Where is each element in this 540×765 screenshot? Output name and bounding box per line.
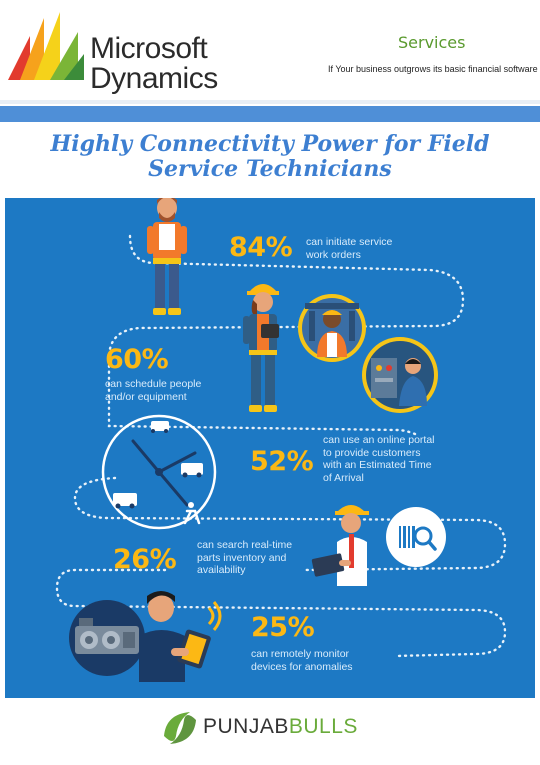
stat-84-line-2: work orders [306, 248, 361, 261]
stat-25-description: can remotely monitor devices for anomali… [251, 648, 353, 673]
tagline: If Your business outgrows its basic fina… [328, 64, 538, 74]
stat-26-description: can search real-time parts inventory and… [197, 539, 292, 577]
microsoft-dynamics-logo[interactable]: Microsoft Dynamics [6, 10, 236, 94]
header-divider [0, 100, 540, 104]
stat-84-line-1: can initiate service [306, 236, 393, 248]
page-title: Highly Connectivity Power for Field Serv… [0, 132, 540, 182]
worker-portrait-icon [298, 294, 366, 362]
stat-26-line-3: availability [197, 564, 246, 576]
brand-part-2: BULLS [288, 715, 358, 738]
dynamics-logo-icon [8, 12, 84, 84]
technician-hardhat-tablet-icon [243, 284, 279, 412]
services-link[interactable]: Services [398, 33, 466, 52]
stat-84-description: can initiate service work orders [306, 236, 392, 261]
stat-25-line-1: can remotely monitor [251, 648, 350, 660]
header: Microsoft Dynamics Services If Your busi… [0, 0, 540, 100]
stat-52-line-4: of Arrival [323, 471, 364, 484]
stat-26-line-1: can search real-time [197, 539, 293, 551]
blue-banner-strip [0, 106, 540, 122]
technician-clipboard-icon [147, 198, 187, 315]
brand-wordmark[interactable]: PUNJABBULLS [203, 715, 358, 739]
punjabbulls-logo-icon[interactable] [160, 706, 200, 750]
logo-wordmark: Microsoft Dynamics [90, 34, 218, 94]
barcode-search-icon [386, 507, 446, 567]
title-line-2: Service Technicians [148, 156, 392, 182]
clock-vehicles-icon [101, 414, 217, 530]
stat-60-line-1: can schedule people [105, 378, 202, 390]
stat-60-description: can schedule people and/or equipment [105, 378, 201, 403]
brand-part-1: PUNJAB [203, 715, 289, 738]
stat-25-line-2: devices for anomalies [251, 660, 353, 673]
stat-52-value: 52% [250, 446, 314, 477]
logo-line-1: Microsoft [90, 32, 208, 65]
logo-line-2: Dynamics [90, 62, 218, 95]
title-area: Highly Connectivity Power for Field Serv… [0, 124, 540, 198]
stat-60-value: 60% [105, 344, 169, 375]
stat-52-line-2: to provide customers [323, 446, 421, 459]
engineer-control-panel-icon [362, 337, 438, 413]
stat-84-value: 84% [229, 232, 293, 263]
infographic: 84% can initiate service work orders 60%… [5, 198, 535, 698]
stat-60-line-2: and/or equipment [105, 390, 187, 403]
stat-52-line-3: with an Estimated Time [323, 459, 432, 471]
footer: PUNJABBULLS [0, 698, 540, 765]
stat-25-value: 25% [251, 612, 315, 643]
stat-26-line-2: parts inventory and [197, 551, 287, 564]
stat-26-value: 26% [113, 544, 177, 575]
title-line-1: Highly Connectivity Power for Field [50, 131, 490, 157]
technician-laptop-icon [311, 505, 369, 586]
dotted-path-graphic [55, 234, 507, 658]
stat-52-line-1: can use an online portal [323, 434, 435, 446]
machinery-gears-icon [69, 600, 145, 676]
stat-52-description: can use an online portal to provide cust… [323, 434, 435, 484]
technician-remote-tablet-icon [139, 591, 222, 682]
